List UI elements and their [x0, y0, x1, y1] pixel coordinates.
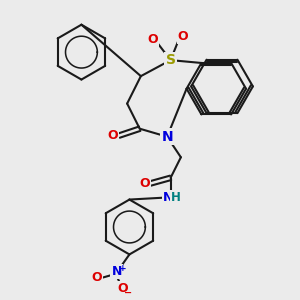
Text: O: O [147, 33, 158, 46]
Text: O: O [139, 177, 150, 190]
Text: N: N [112, 265, 122, 278]
Text: O: O [107, 129, 118, 142]
Text: S: S [166, 53, 176, 67]
Text: O: O [117, 282, 128, 295]
Text: N: N [163, 191, 173, 204]
Text: O: O [178, 30, 188, 43]
Text: N: N [161, 130, 173, 144]
Text: H: H [171, 191, 181, 204]
Text: +: + [119, 264, 126, 273]
Text: −: − [124, 288, 132, 298]
Text: O: O [91, 271, 102, 284]
